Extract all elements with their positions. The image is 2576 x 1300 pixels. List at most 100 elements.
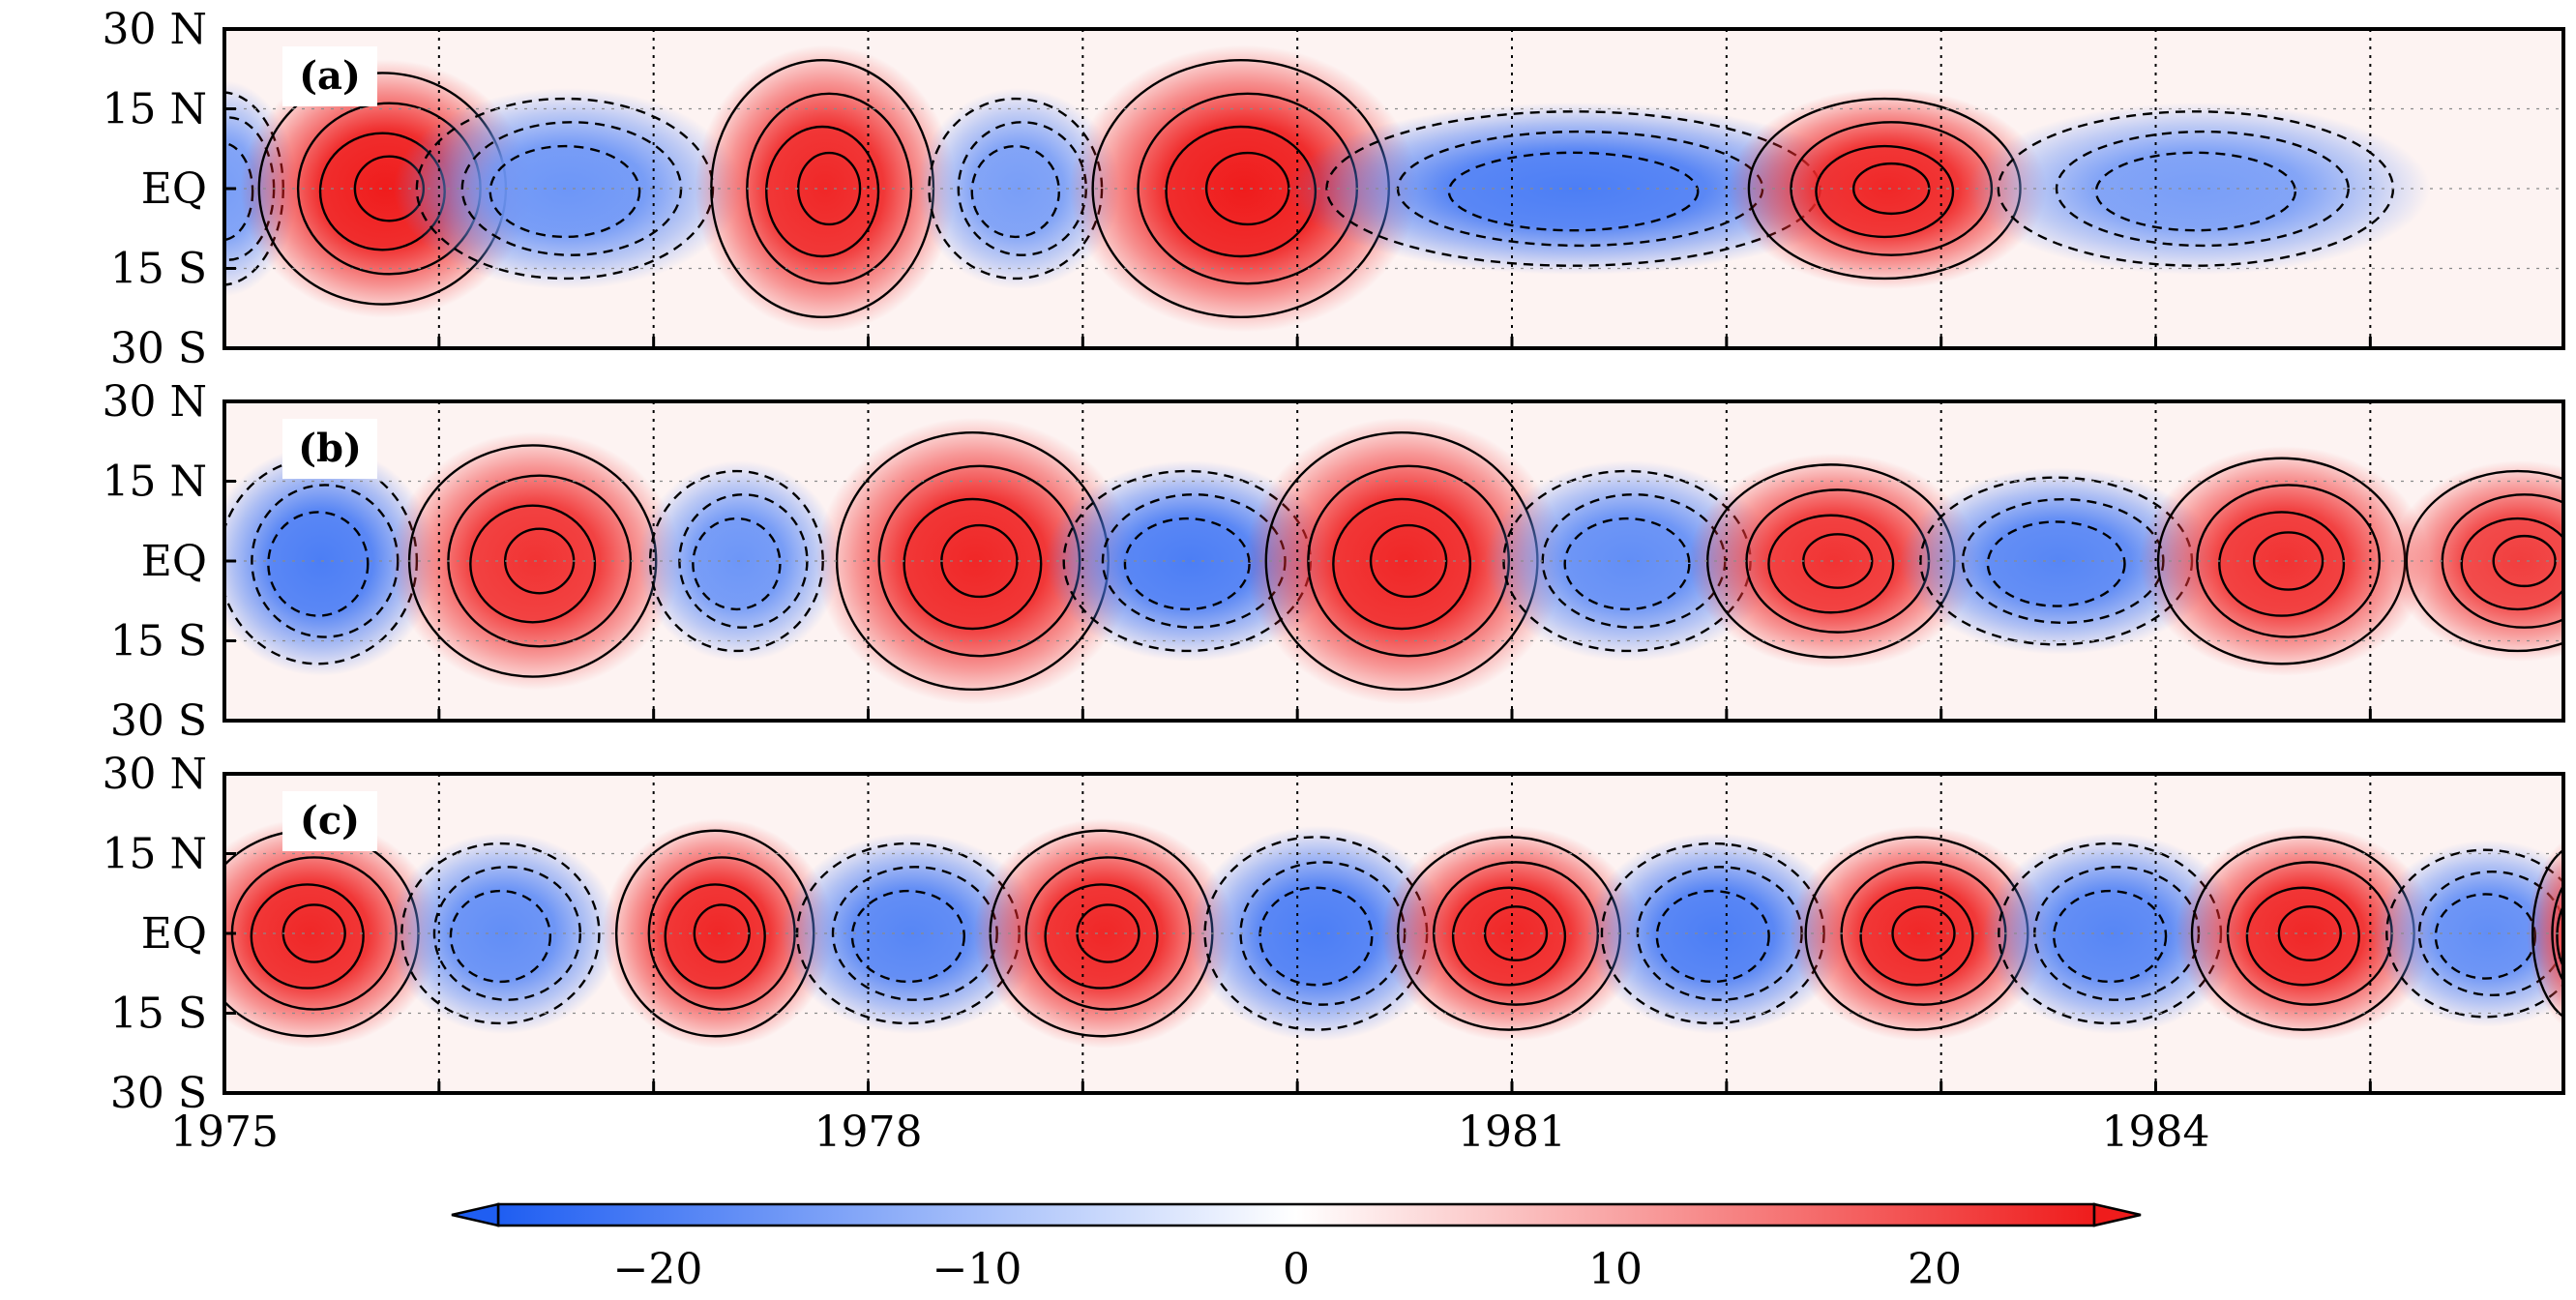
colorbar-min-arrow — [451, 1202, 500, 1227]
positive-anomaly-10 — [2139, 446, 2430, 676]
contour-line — [1655, 889, 1770, 984]
contour-line — [432, 866, 582, 1001]
y-tick-label: 15 N — [103, 85, 207, 134]
contour-line — [1044, 883, 1159, 990]
panel-1: 30 N 15 N EQ 15 S 30 S (a) — [103, 5, 2565, 373]
y-tick-label: 15 S — [110, 245, 207, 294]
colorbar-tick-label: −10 — [933, 1245, 1022, 1294]
y-tick-label: 30 S — [110, 696, 207, 746]
heatmap-panels: 30 N 15 N EQ 15 S 30 S (a) 30 N 15 N EQ 15 S 30 S (… — [103, 5, 2565, 1118]
y-tick-label: 30 S — [110, 1069, 207, 1118]
panel-label: (b) — [282, 419, 377, 479]
contour-line — [2094, 151, 2297, 232]
contour-line — [1258, 886, 1374, 987]
colorbar-bar — [496, 1202, 2096, 1227]
contour-line — [1447, 151, 1700, 232]
contour-line — [2385, 848, 2563, 1019]
colorbar-tick-label: 0 — [1283, 1245, 1310, 1294]
contour-line — [2245, 886, 2360, 987]
negative-anomaly-7 — [1485, 460, 1775, 662]
anomaly-field — [224, 29, 2563, 348]
contour-line — [2055, 130, 2350, 248]
y-tick-label: 15 S — [110, 990, 207, 1039]
colorbar-tick-label: 10 — [1588, 1245, 1643, 1294]
contour-line — [2492, 534, 2557, 588]
x-tick-label: 1978 — [814, 1108, 923, 1157]
contour-line — [1815, 144, 1955, 239]
contour-line — [1332, 497, 1472, 631]
y-tick-label: 15 N — [103, 830, 207, 879]
y-tick-label: 30 N — [103, 5, 207, 54]
panel-label: (a) — [282, 46, 377, 106]
contour-line — [765, 125, 880, 258]
contour-line — [2277, 905, 2342, 961]
positive-anomaly-6 — [1070, 44, 1418, 333]
negative-anomaly-3 — [394, 88, 742, 289]
colorbar-max-arrow — [2092, 1202, 2142, 1227]
contour-line — [1483, 905, 1549, 961]
negative-anomaly-7 — [1287, 102, 1867, 276]
colorbar-tick-label: 20 — [1908, 1245, 1962, 1294]
contour-line — [1891, 905, 1956, 961]
contour-line — [1369, 523, 1448, 599]
contour-line — [2196, 484, 2382, 638]
anomaly-field — [224, 774, 2563, 1093]
positive-anomaly-4 — [815, 417, 1136, 705]
positive-anomaly-11 — [2389, 460, 2563, 662]
contour-line — [850, 889, 965, 984]
contour-line — [692, 517, 782, 611]
positive-anomaly-8 — [1728, 88, 2047, 289]
panel-label-text: (c) — [300, 798, 360, 843]
contour-line — [2218, 511, 2346, 617]
contour-line — [2551, 883, 2563, 984]
positive-anomaly-8 — [1689, 453, 1979, 669]
y-tick-label: 30 N — [103, 377, 207, 427]
x-axis-labels: 1975 1978 1981 1984 — [170, 1108, 2209, 1157]
positive-anomaly-5 — [973, 818, 1235, 1049]
y-tick-label: EQ — [141, 537, 207, 586]
contour-line — [469, 504, 597, 624]
negative-anomaly-9 — [1899, 467, 2219, 655]
negative-anomaly-12 — [2372, 840, 2563, 1027]
contour-line — [1859, 886, 1974, 987]
panel-3: 30 N 15 N EQ 15 S 30 S (c) — [103, 750, 2565, 1118]
y-tick-label: 15 N — [103, 458, 207, 507]
contour-line — [400, 842, 601, 1025]
x-tick-label: 1981 — [1458, 1108, 1566, 1157]
contour-line — [1986, 520, 2126, 607]
contour-line — [903, 497, 1043, 631]
panel-label-text: (b) — [298, 426, 362, 471]
y-tick-label: EQ — [141, 909, 207, 959]
contour-line — [2531, 848, 2563, 1019]
x-tick-label: 1984 — [2102, 1108, 2210, 1157]
panel-label: (c) — [282, 791, 377, 851]
negative-anomaly-4 — [781, 833, 1042, 1034]
y-tick-label: 30 S — [110, 324, 207, 373]
contour-line — [2053, 889, 2168, 984]
contour-line — [250, 883, 365, 990]
contour-line — [267, 511, 370, 617]
contour-line — [1451, 886, 1567, 987]
negative-anomaly-2 — [387, 833, 620, 1034]
contour-line — [489, 144, 641, 239]
x-tick-label: 1975 — [170, 1108, 279, 1157]
colorbar: −20 −10 0 10 20 — [451, 1202, 2142, 1294]
contour-line — [2417, 871, 2563, 996]
panel-label-text: (a) — [299, 53, 361, 99]
contour-line — [449, 889, 552, 984]
contour-line — [1767, 514, 1895, 614]
contour-line — [664, 883, 766, 990]
contour-line — [970, 144, 1061, 239]
y-tick-label: 30 N — [103, 750, 207, 799]
contour-line — [796, 151, 862, 226]
anomaly-field — [224, 401, 2563, 721]
y-tick-label: EQ — [141, 164, 207, 214]
contour-line — [2460, 517, 2563, 611]
colorbar-tick-label: −20 — [613, 1245, 703, 1294]
y-tick-label: 15 S — [110, 617, 207, 666]
panel-2: 30 N 15 N EQ 15 S 30 S (b) — [103, 377, 2565, 746]
positive-anomaly-13 — [2527, 840, 2563, 1027]
contour-line — [2405, 469, 2563, 653]
contour-line — [2252, 531, 2324, 591]
